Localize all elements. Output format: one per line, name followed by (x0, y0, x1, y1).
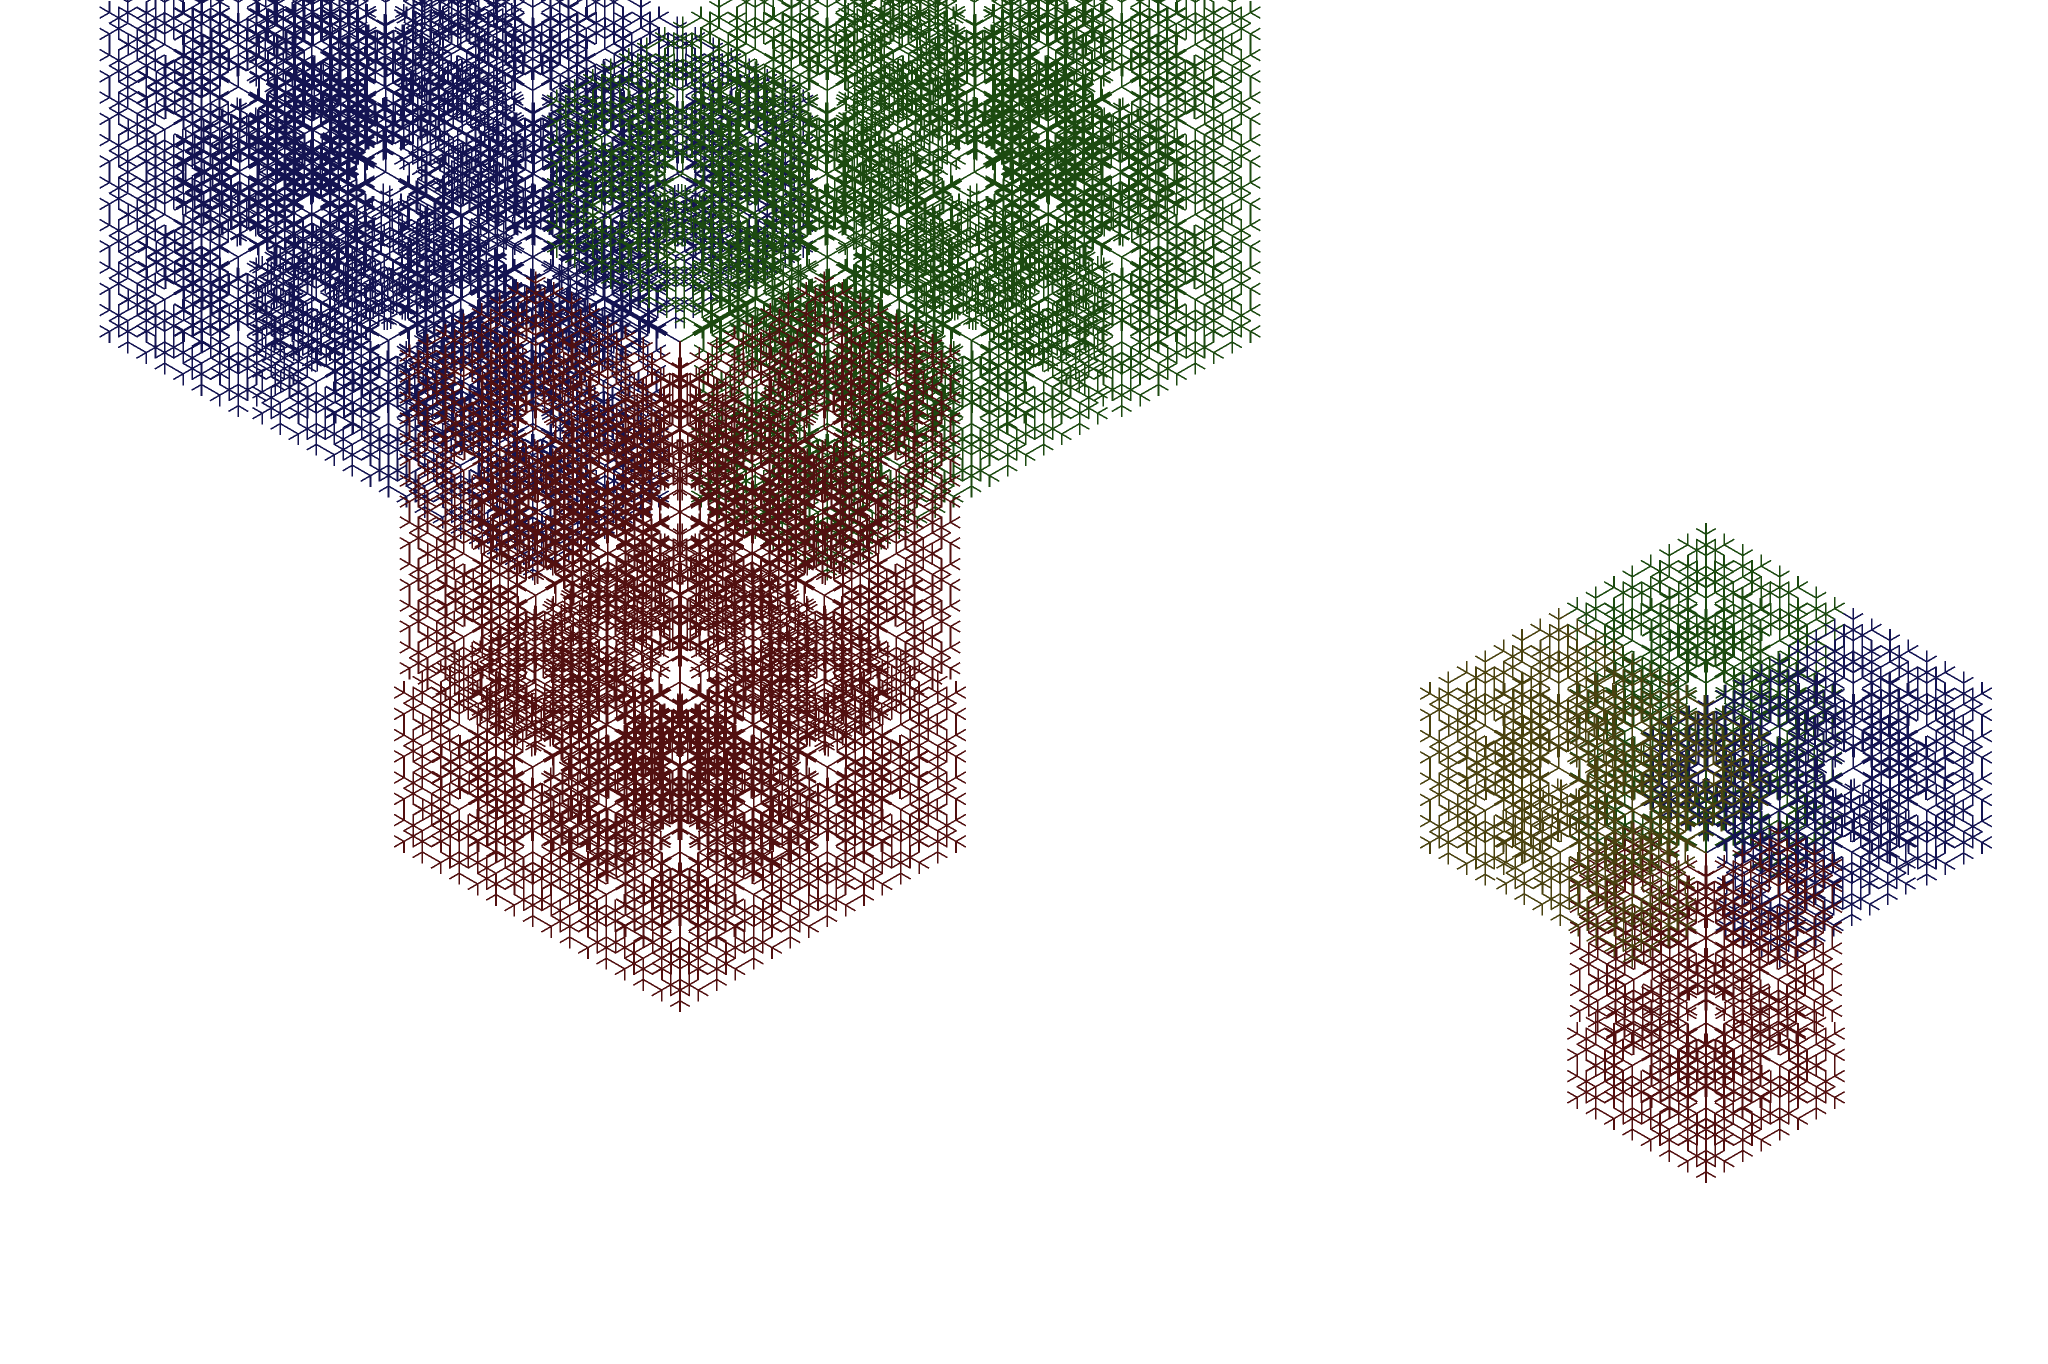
large-fractal (99, 0, 1261, 1013)
maroon-arm (393, 271, 967, 1013)
olive-arm (1419, 607, 1769, 968)
small-fractal (1419, 522, 1993, 1184)
